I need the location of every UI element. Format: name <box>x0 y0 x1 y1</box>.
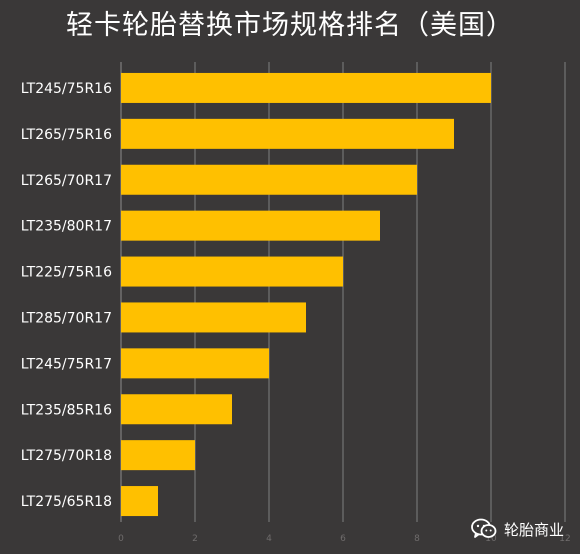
watermark-text: 轮胎商业 <box>503 520 564 539</box>
category-label: LT265/70R17 <box>21 173 112 189</box>
bars <box>121 72 491 517</box>
watermark: 轮胎商业 <box>471 518 564 540</box>
chart-title: 轻卡轮胎替换市场规格排名（美国） <box>66 10 514 41</box>
x-tick-label: 6 <box>340 534 346 544</box>
x-axis-ticks: 0 2 4 6 8 10 12 <box>118 534 571 544</box>
bar <box>121 486 158 517</box>
x-tick-label: 10 <box>485 534 497 544</box>
x-tick-label: 2 <box>192 534 198 544</box>
category-label: LT225/75R16 <box>21 265 112 281</box>
bar <box>121 394 232 425</box>
category-label: LT265/75R16 <box>21 127 112 143</box>
bar <box>121 302 306 333</box>
bar <box>121 256 343 287</box>
category-label: LT275/65R18 <box>21 494 112 510</box>
wechat-icon <box>471 518 497 540</box>
bar <box>121 118 454 149</box>
x-tick-label: 12 <box>559 534 570 544</box>
category-label: LT245/75R16 <box>21 81 112 97</box>
category-label: LT285/70R17 <box>21 310 112 326</box>
category-labels: LT245/75R16 LT265/75R16 LT265/70R17 LT235/8… <box>21 81 112 510</box>
x-tick-label: 8 <box>414 534 420 544</box>
category-label: LT235/80R17 <box>21 219 112 235</box>
bar <box>121 164 417 195</box>
category-label: LT235/85R16 <box>21 402 112 418</box>
bar <box>121 440 195 471</box>
category-label: LT245/75R17 <box>21 356 112 372</box>
bar <box>121 210 380 241</box>
bar <box>121 72 491 103</box>
x-tick-label: 0 <box>118 534 124 544</box>
bar <box>121 348 269 379</box>
x-tick-label: 4 <box>266 534 272 544</box>
category-label: LT275/70R18 <box>21 448 112 464</box>
